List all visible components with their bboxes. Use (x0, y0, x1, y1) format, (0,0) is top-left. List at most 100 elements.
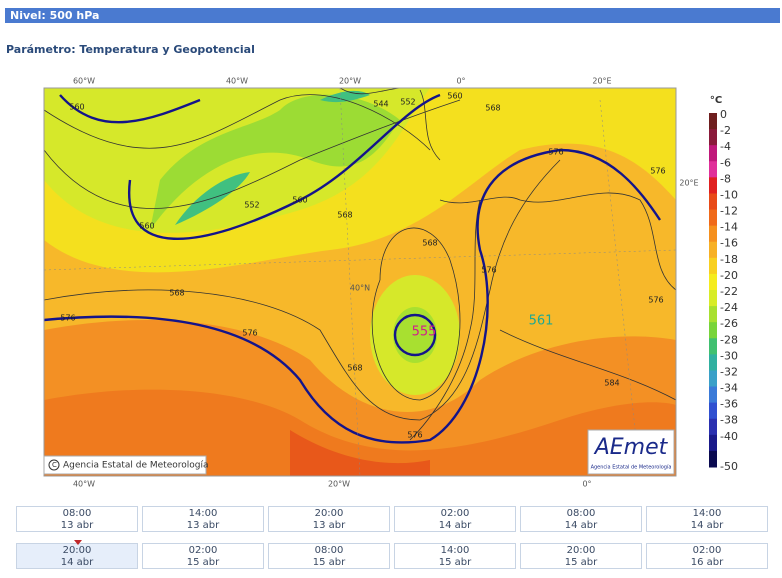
colorbar-swatch (709, 290, 717, 307)
time-date: 15 abr (438, 557, 472, 568)
contour-label: 576 (60, 314, 75, 323)
contour-label: 552 (400, 98, 415, 107)
colorbar-label: -14 (720, 221, 738, 234)
colorbar-label: -24 (720, 301, 738, 314)
colorbar-swatch (709, 241, 717, 259)
contour-label: 576 (648, 296, 663, 305)
colorbar-label: -6 (720, 156, 731, 169)
colorbar-swatch (709, 193, 717, 211)
longitude-label: 40°W (73, 480, 95, 489)
contour-label: 568 (347, 364, 362, 373)
time-button[interactable]: 14:00 15 abr (394, 543, 516, 569)
time-time: 20:00 (62, 545, 92, 556)
time-time: 20:00 (314, 508, 344, 519)
colorbar-label: -38 (720, 414, 738, 427)
contour-label: 560 (447, 92, 462, 101)
time-button[interactable]: 02:00 16 abr (646, 543, 768, 569)
time-button[interactable]: 14:00 14 abr (646, 506, 768, 532)
time-time: 20:00 (566, 545, 596, 556)
colorbar-label: -32 (720, 365, 738, 378)
colorbar-swatch (709, 434, 717, 452)
graticule-label: 40°N (350, 284, 370, 293)
contour-label: 576 (650, 167, 665, 176)
colorbar-swatch (709, 257, 717, 275)
copyright-c: C (52, 461, 57, 469)
time-date: 13 abr (60, 520, 94, 531)
map-frame (43, 87, 677, 477)
contour-label: 552 (244, 201, 259, 210)
colorbar-label: -16 (720, 237, 738, 250)
longitude-label: 0° (582, 480, 591, 489)
copyright-text: Agencia Estatal de Meteorología (63, 461, 209, 471)
colorbar-swatch (709, 177, 717, 194)
colorbar-label: -20 (720, 269, 738, 282)
time-time: 14:00 (692, 508, 722, 519)
time-button[interactable]: 08:00 15 abr (268, 543, 390, 569)
time-time: 02:00 (440, 508, 470, 519)
colorbar-label: -4 (720, 140, 731, 153)
time-time: 02:00 (692, 545, 722, 556)
colorbar-swatch (709, 306, 717, 323)
time-button[interactable]: 14:00 13 abr (142, 506, 264, 532)
longitude-label: 20°W (339, 77, 361, 86)
colorbar-swatch (709, 322, 717, 339)
time-button[interactable]: 20:00 15 abr (520, 543, 642, 569)
time-date: 14 abr (438, 520, 472, 531)
colorbar-label: -26 (720, 317, 738, 330)
time-date: 15 abr (564, 557, 598, 568)
time-time: 08:00 (62, 508, 92, 519)
colorbar-swatch (709, 386, 717, 404)
center-label: 555 (412, 325, 437, 340)
time-button[interactable]: 02:00 14 abr (394, 506, 516, 532)
contour-label: 576 (407, 431, 422, 440)
header-bar (5, 8, 780, 23)
colorbar-swatch (709, 418, 717, 436)
header-title: Nivel: 500 hPa (10, 9, 99, 22)
contour-label: 544 (373, 100, 388, 109)
colorbar-swatch (709, 225, 717, 243)
colorbar-label: -40 (720, 430, 738, 443)
colorbar-swatch (709, 113, 717, 130)
time-button[interactable]: 20:00 13 abr (268, 506, 390, 532)
colorbar-label: -18 (720, 253, 738, 266)
logo: AEmet (593, 435, 669, 460)
map: 560 544 552 560 568 560 552 560 568 568 576 576 568 5… (44, 88, 676, 476)
logo-box (587, 429, 675, 475)
copyright-icon (48, 459, 60, 471)
contour-label: 568 (422, 239, 437, 248)
colorbar-swatch (709, 338, 717, 355)
longitude-label: 0° (456, 77, 465, 86)
colorbar-swatch (709, 273, 717, 291)
colorbar-label: -12 (720, 205, 738, 218)
colorbar-label: -28 (720, 333, 738, 346)
colorbar-label: 0 (720, 108, 727, 121)
contour-label: 560 (292, 196, 307, 205)
time-date: 15 abr (312, 557, 346, 568)
time-time: 14:00 (188, 508, 218, 519)
parameter-title: Parámetro: Temperatura y Geopotencial (6, 43, 255, 56)
colorbar-label: -36 (720, 398, 738, 411)
time-time: 08:00 (314, 545, 344, 556)
colorbar-swatch (709, 370, 717, 388)
copyright-box (43, 455, 207, 475)
center-label: 561 (529, 314, 554, 329)
colorbar-swatch (709, 209, 717, 227)
time-date: 14 abr (564, 520, 598, 531)
time-date: 13 abr (312, 520, 346, 531)
contour-label: 576 (481, 266, 496, 275)
colorbar-label: -50 (720, 460, 738, 473)
time-button[interactable]: 08:00 13 abr (16, 506, 138, 532)
colorbar-swatch (709, 145, 717, 162)
longitude-label: 60°W (73, 77, 95, 86)
contour-label: 560 (139, 222, 154, 231)
contour-label: 568 (337, 211, 352, 220)
time-date: 15 abr (186, 557, 220, 568)
time-date: 13 abr (186, 520, 220, 531)
time-button[interactable]: 20:00 14 abr (16, 540, 138, 569)
contour-label: 560 (69, 103, 84, 112)
colorbar-swatch (709, 402, 717, 420)
time-time: 08:00 (566, 508, 596, 519)
time-button[interactable]: 08:00 14 abr (520, 506, 642, 532)
time-button[interactable]: 02:00 15 abr (142, 543, 264, 569)
